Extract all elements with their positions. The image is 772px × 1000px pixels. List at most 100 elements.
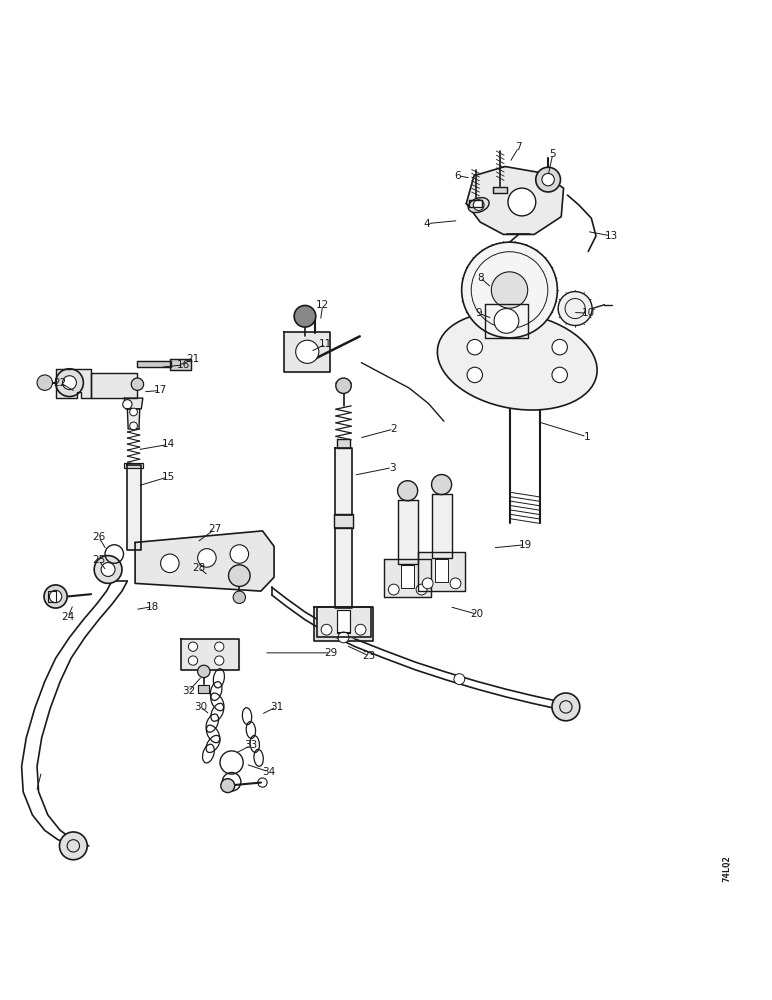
Circle shape bbox=[338, 632, 349, 643]
Polygon shape bbox=[334, 514, 353, 528]
Circle shape bbox=[101, 563, 115, 576]
Polygon shape bbox=[137, 361, 171, 367]
Polygon shape bbox=[127, 465, 141, 550]
Text: 20: 20 bbox=[470, 609, 484, 619]
Circle shape bbox=[123, 400, 132, 409]
Text: 17: 17 bbox=[154, 385, 168, 395]
Circle shape bbox=[94, 556, 122, 583]
Text: 16: 16 bbox=[177, 360, 191, 370]
Circle shape bbox=[63, 376, 76, 390]
Circle shape bbox=[454, 674, 465, 685]
Circle shape bbox=[294, 305, 316, 327]
Text: 28: 28 bbox=[192, 563, 206, 573]
Text: 4: 4 bbox=[424, 219, 430, 229]
Text: 25: 25 bbox=[92, 555, 106, 565]
Text: 26: 26 bbox=[92, 532, 106, 542]
Circle shape bbox=[552, 367, 567, 383]
Text: 10: 10 bbox=[581, 308, 595, 318]
Ellipse shape bbox=[438, 312, 597, 410]
Polygon shape bbox=[314, 607, 373, 641]
Circle shape bbox=[221, 779, 235, 793]
Text: 31: 31 bbox=[269, 702, 283, 712]
Circle shape bbox=[130, 422, 137, 430]
Polygon shape bbox=[337, 439, 350, 448]
Text: 30: 30 bbox=[194, 702, 208, 712]
Polygon shape bbox=[485, 304, 528, 338]
Polygon shape bbox=[56, 369, 91, 398]
Circle shape bbox=[416, 584, 427, 595]
Text: 29: 29 bbox=[323, 648, 337, 658]
Circle shape bbox=[44, 585, 67, 608]
Circle shape bbox=[398, 481, 418, 501]
Circle shape bbox=[233, 591, 245, 603]
Polygon shape bbox=[127, 409, 140, 429]
Text: 13: 13 bbox=[604, 231, 618, 241]
Polygon shape bbox=[466, 166, 564, 234]
Circle shape bbox=[467, 339, 482, 355]
Text: 23: 23 bbox=[362, 651, 376, 661]
Circle shape bbox=[131, 378, 144, 390]
Ellipse shape bbox=[468, 198, 489, 213]
Circle shape bbox=[161, 554, 179, 573]
Circle shape bbox=[542, 173, 554, 186]
Circle shape bbox=[450, 578, 461, 589]
Circle shape bbox=[59, 832, 87, 860]
Circle shape bbox=[49, 590, 62, 603]
Circle shape bbox=[321, 624, 332, 635]
Polygon shape bbox=[124, 463, 143, 468]
Circle shape bbox=[494, 309, 519, 333]
Text: 7: 7 bbox=[516, 142, 522, 152]
Text: 2: 2 bbox=[391, 424, 397, 434]
Polygon shape bbox=[435, 559, 448, 582]
Circle shape bbox=[215, 642, 224, 651]
Circle shape bbox=[432, 475, 452, 495]
Text: 32: 32 bbox=[181, 686, 195, 696]
Polygon shape bbox=[398, 500, 418, 564]
Text: 11: 11 bbox=[319, 339, 333, 349]
Polygon shape bbox=[335, 448, 352, 515]
Text: 18: 18 bbox=[146, 602, 160, 612]
Circle shape bbox=[467, 367, 482, 383]
Polygon shape bbox=[432, 494, 452, 558]
Polygon shape bbox=[401, 565, 414, 588]
Text: 9: 9 bbox=[476, 308, 482, 318]
Text: 3: 3 bbox=[389, 463, 395, 473]
Text: 19: 19 bbox=[518, 540, 532, 550]
Circle shape bbox=[198, 549, 216, 567]
Circle shape bbox=[198, 665, 210, 678]
Text: 27: 27 bbox=[208, 524, 222, 534]
Circle shape bbox=[422, 578, 433, 589]
Circle shape bbox=[296, 340, 319, 363]
Text: 34: 34 bbox=[262, 767, 276, 777]
Circle shape bbox=[536, 167, 560, 192]
Circle shape bbox=[336, 378, 351, 393]
Polygon shape bbox=[198, 685, 209, 693]
Text: 21: 21 bbox=[186, 354, 200, 364]
Circle shape bbox=[37, 375, 52, 390]
Polygon shape bbox=[135, 531, 274, 591]
Text: 15: 15 bbox=[161, 472, 175, 482]
Text: 74LQ2: 74LQ2 bbox=[723, 856, 732, 882]
Text: 5: 5 bbox=[550, 149, 556, 159]
Circle shape bbox=[508, 188, 536, 216]
Circle shape bbox=[188, 656, 198, 665]
Polygon shape bbox=[181, 639, 239, 670]
Text: 8: 8 bbox=[477, 273, 483, 283]
Polygon shape bbox=[335, 528, 352, 608]
Circle shape bbox=[388, 584, 399, 595]
Circle shape bbox=[462, 242, 557, 338]
Polygon shape bbox=[384, 559, 431, 597]
Text: 33: 33 bbox=[244, 740, 258, 750]
Circle shape bbox=[558, 292, 592, 326]
Circle shape bbox=[215, 656, 224, 665]
Polygon shape bbox=[91, 373, 137, 398]
Text: 22: 22 bbox=[53, 378, 67, 388]
Polygon shape bbox=[418, 552, 465, 591]
Circle shape bbox=[188, 642, 198, 651]
Polygon shape bbox=[48, 591, 56, 602]
Text: 1: 1 bbox=[584, 432, 590, 442]
Polygon shape bbox=[337, 610, 350, 632]
Polygon shape bbox=[170, 359, 191, 370]
Circle shape bbox=[230, 545, 249, 563]
Polygon shape bbox=[124, 398, 143, 409]
